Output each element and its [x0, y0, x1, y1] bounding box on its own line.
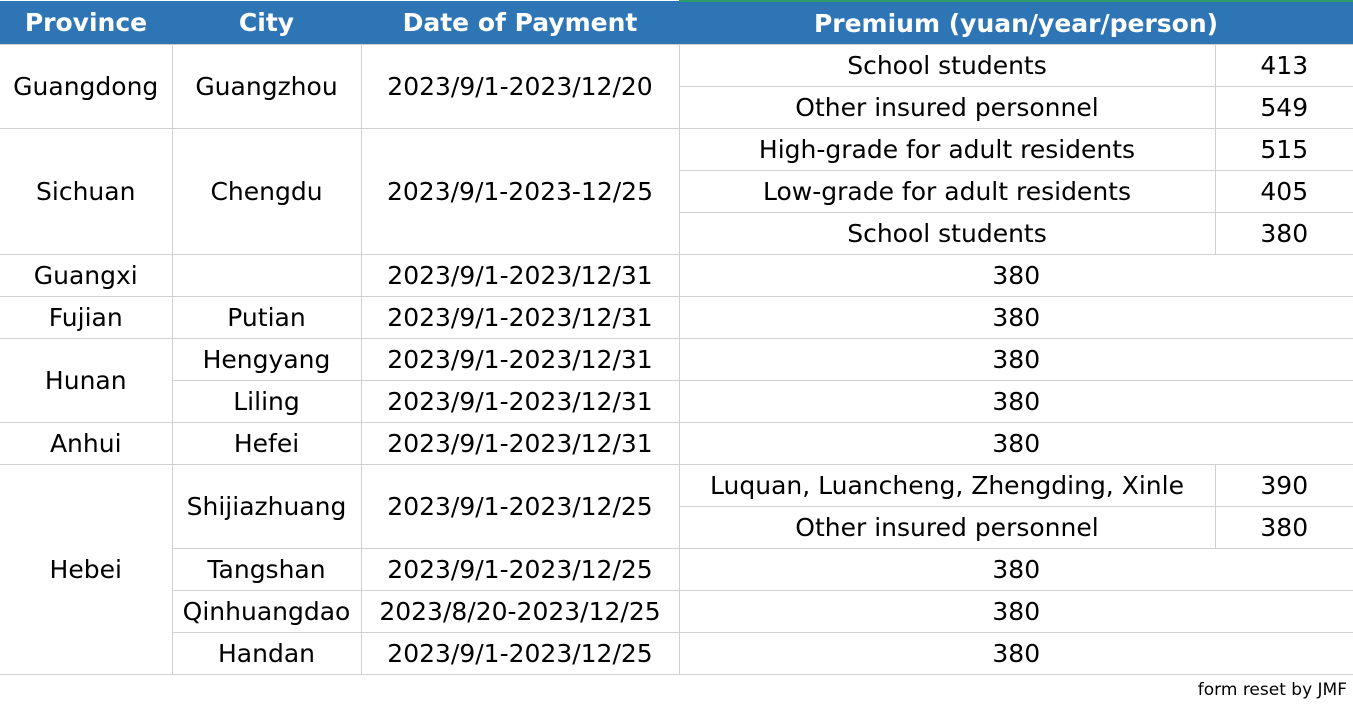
date-cell: 2023/9/1-2023/12/25	[360, 548, 680, 591]
table-row: Liling 2023/9/1-2023/12/31 380	[0, 380, 1353, 423]
premium-table: Province City Date of Payment Premium (y…	[0, 0, 1353, 675]
city-cell: Tangshan	[171, 548, 362, 591]
city-cell: Putian	[171, 296, 362, 339]
city-cell	[171, 254, 362, 297]
header-row: Province City Date of Payment Premium (y…	[0, 0, 1353, 45]
date-cell: 2023/9/1-2023/12/31	[360, 380, 680, 423]
premium-cell: 380	[678, 548, 1353, 591]
premium-category-cell: Other insured personnel	[678, 86, 1216, 129]
premium-value-cell: 413	[1214, 44, 1353, 87]
premium-value-cell: 549	[1214, 86, 1353, 129]
city-cell: Liling	[171, 380, 362, 423]
table-row: Hebei Shijiazhuang 2023/9/1-2023/12/25 L…	[0, 464, 1353, 675]
date-cell: 2023/9/1-2023/12/25	[360, 632, 680, 675]
premium-cell: 380	[678, 338, 1353, 381]
premium-category-cell: Other insured personnel	[678, 506, 1216, 549]
date-cell: 2023/9/1-2023/12/31	[360, 296, 680, 339]
premium-category-cell: Luquan, Luancheng, Zhengding, Xinle	[678, 464, 1216, 507]
table-row: Anhui Hefei 2023/9/1-2023/12/31 380	[0, 422, 1353, 465]
province-cell: Hunan	[0, 338, 173, 423]
province-cell: Anhui	[0, 422, 173, 465]
city-cell: Guangzhou	[171, 44, 362, 129]
table-row: Other insured personnel 549	[0, 86, 1353, 129]
premium-cell: 380	[678, 296, 1353, 339]
table-row: Hunan Hengyang 2023/9/1-2023/12/31 380	[0, 338, 1353, 423]
header-premium: Premium (yuan/year/person)	[679, 0, 1353, 45]
premium-category-cell: Low-grade for adult residents	[678, 170, 1216, 213]
footer-credit: form reset by JMF	[1197, 680, 1347, 700]
table-row: Qinhuangdao 2023/8/20-2023/12/25 380	[0, 590, 1353, 633]
premium-cell: 380	[678, 632, 1353, 675]
city-cell: Shijiazhuang	[171, 464, 362, 549]
date-cell: 2023/9/1-2023/12/31	[360, 422, 680, 465]
province-cell: Guangdong	[0, 44, 173, 129]
premium-category-cell: High-grade for adult residents	[678, 128, 1216, 171]
date-cell: 2023/9/1-2023-12/25	[360, 128, 680, 255]
date-cell: 2023/9/1-2023/12/31	[360, 254, 680, 297]
date-cell: 2023/9/1-2023/12/25	[360, 464, 680, 549]
province-cell: Guangxi	[0, 254, 173, 297]
premium-category-cell: School students	[678, 212, 1216, 255]
province-cell: Hebei	[0, 464, 173, 675]
city-cell: Hefei	[171, 422, 362, 465]
premium-value-cell: 380	[1214, 506, 1353, 549]
date-cell: 2023/8/20-2023/12/25	[360, 590, 680, 633]
premium-value-cell: 380	[1214, 212, 1353, 255]
date-cell: 2023/9/1-2023/12/31	[360, 338, 680, 381]
city-cell: Handan	[171, 632, 362, 675]
date-cell: 2023/9/1-2023/12/20	[360, 44, 680, 129]
table-row: Fujian Putian 2023/9/1-2023/12/31 380	[0, 296, 1353, 339]
premium-category-cell: School students	[678, 44, 1216, 87]
premium-value-cell: 390	[1214, 464, 1353, 507]
city-cell: Hengyang	[171, 338, 362, 381]
table-row: Guangxi 2023/9/1-2023/12/31 380	[0, 254, 1353, 297]
table-row: School students 380	[0, 212, 1353, 255]
premium-cell: 380	[678, 590, 1353, 633]
table-row: Tangshan 2023/9/1-2023/12/25 380	[0, 548, 1353, 591]
table-row: Low-grade for adult residents 405	[0, 170, 1353, 213]
city-cell: Qinhuangdao	[171, 590, 362, 633]
province-cell: Fujian	[0, 296, 173, 339]
premium-cell: 380	[678, 254, 1353, 297]
premium-value-cell: 405	[1214, 170, 1353, 213]
table-row: Guangdong Guangzhou 2023/9/1-2023/12/20 …	[0, 44, 1353, 129]
header-province: Province	[0, 1, 172, 45]
table-row: Handan 2023/9/1-2023/12/25 380	[0, 632, 1353, 675]
header-city: City	[172, 1, 361, 45]
table-row: Other insured personnel 380	[0, 506, 1353, 549]
premium-value-cell: 515	[1214, 128, 1353, 171]
premium-cell: 380	[678, 380, 1353, 423]
header-date: Date of Payment	[361, 1, 679, 45]
premium-cell: 380	[678, 422, 1353, 465]
province-cell: Sichuan	[0, 128, 173, 255]
table-row: Sichuan Chengdu 2023/9/1-2023-12/25 High…	[0, 128, 1353, 255]
city-cell: Chengdu	[171, 128, 362, 255]
